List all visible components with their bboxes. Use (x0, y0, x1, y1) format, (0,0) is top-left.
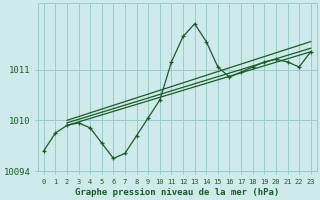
X-axis label: Graphe pression niveau de la mer (hPa): Graphe pression niveau de la mer (hPa) (75, 188, 279, 197)
